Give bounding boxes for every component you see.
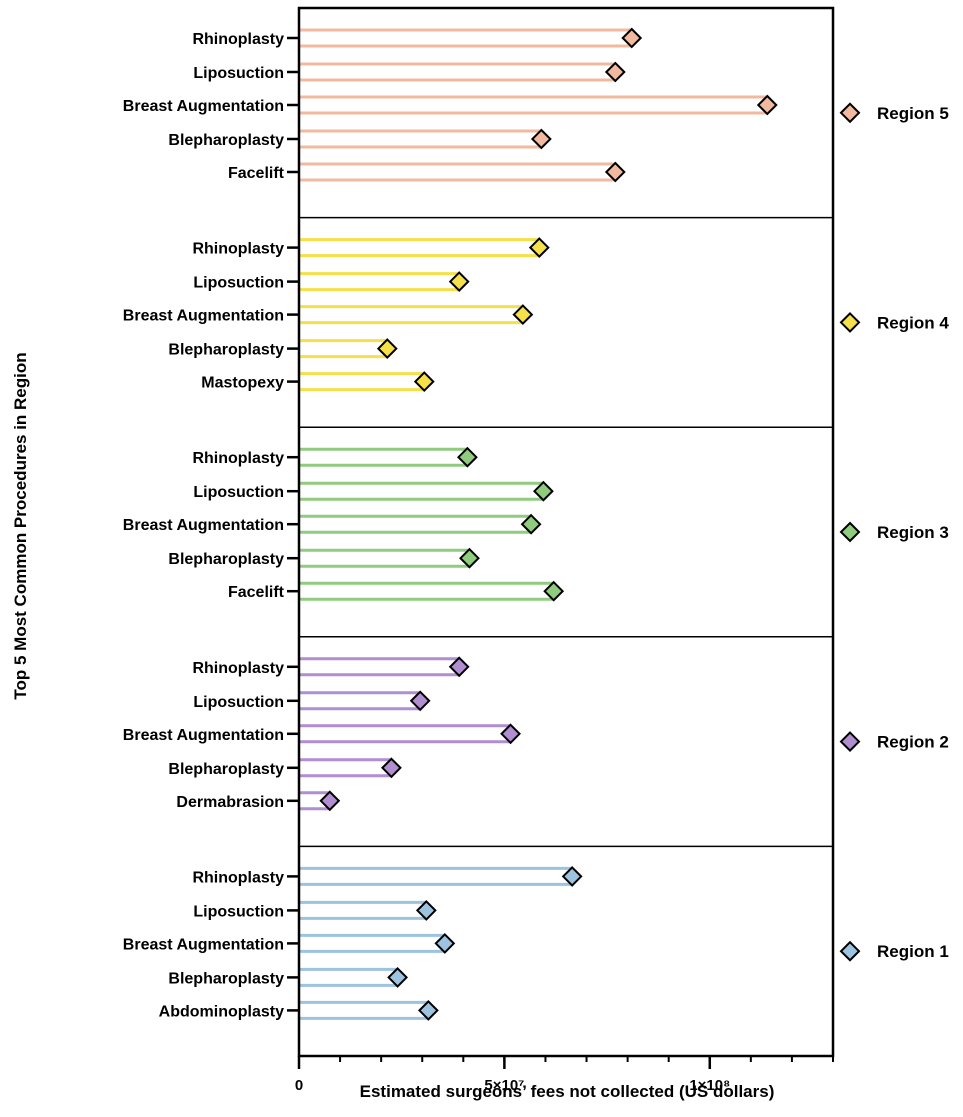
legend-label: Region 2 (877, 733, 949, 752)
category-label: Rhinoplasty (192, 241, 284, 258)
category-label: Liposuction (193, 275, 284, 292)
value-marker (319, 790, 341, 812)
value-marker (381, 757, 402, 779)
value-marker (512, 304, 534, 326)
legend-label: Region 3 (877, 523, 949, 542)
category-label: Blepharoplasty (168, 132, 284, 149)
value-marker (621, 27, 643, 49)
category-label: Liposuction (193, 903, 284, 920)
value-marker (604, 161, 626, 183)
value-marker (520, 513, 542, 535)
value-marker (604, 61, 626, 83)
x-tick-label: 1×10⁸ (689, 1077, 730, 1094)
value-marker (532, 480, 554, 502)
value-marker (409, 690, 431, 712)
x-tick-label: 5×10⁷ (484, 1077, 524, 1094)
category-label: Facelift (228, 584, 285, 601)
category-label: Rhinoplasty (192, 450, 284, 467)
category-label: Rhinoplasty (192, 31, 284, 48)
x-tick-label: 0 (295, 1077, 303, 1094)
legend-marker (839, 940, 861, 962)
x-axis-label: Estimated surgeons’ fees not collected (… (360, 1082, 775, 1101)
category-label: Facelift (228, 165, 285, 182)
category-label: Mastopexy (201, 375, 284, 392)
category-label: Dermabrasion (176, 794, 284, 811)
category-label: Rhinoplasty (192, 869, 284, 886)
value-marker (434, 932, 456, 954)
value-marker (459, 547, 480, 569)
category-label: Breast Augmentation (123, 936, 284, 953)
legend-label: Region 1 (877, 942, 949, 961)
category-label: Liposuction (193, 694, 284, 711)
y-axis-label: Top 5 Most Common Procedures in Region (11, 352, 30, 699)
value-marker (376, 338, 398, 360)
category-label: Breast Augmentation (123, 517, 284, 534)
value-marker (448, 271, 470, 293)
category-label: Breast Augmentation (123, 727, 284, 744)
category-label: Blepharoplasty (168, 551, 284, 568)
value-marker (457, 446, 478, 468)
category-label: Rhinoplasty (192, 660, 284, 677)
category-label: Blepharoplasty (168, 970, 284, 987)
category-label: Breast Augmentation (123, 98, 284, 115)
value-marker (413, 371, 435, 393)
category-label: Blepharoplasty (168, 342, 284, 359)
category-label: Liposuction (193, 484, 284, 501)
value-marker (561, 865, 583, 887)
value-marker (530, 128, 552, 150)
value-marker (415, 899, 437, 921)
legend-label: Region 5 (877, 104, 949, 123)
legend-marker (839, 311, 861, 333)
value-marker (543, 580, 565, 602)
legend-label: Region 4 (877, 313, 949, 332)
value-marker (448, 656, 470, 678)
category-label: Breast Augmentation (123, 308, 284, 325)
legend-marker (839, 102, 861, 124)
value-marker (387, 966, 408, 988)
value-marker (417, 999, 439, 1021)
legend-marker (839, 521, 861, 543)
category-label: Abdominoplasty (159, 1003, 284, 1020)
category-label: Liposuction (193, 65, 284, 82)
value-marker (500, 723, 521, 745)
value-marker (528, 237, 550, 259)
plot-frame (297, 6, 835, 1058)
category-label: Blepharoplasty (168, 761, 284, 778)
legend-marker (839, 731, 861, 753)
value-marker (756, 94, 778, 116)
